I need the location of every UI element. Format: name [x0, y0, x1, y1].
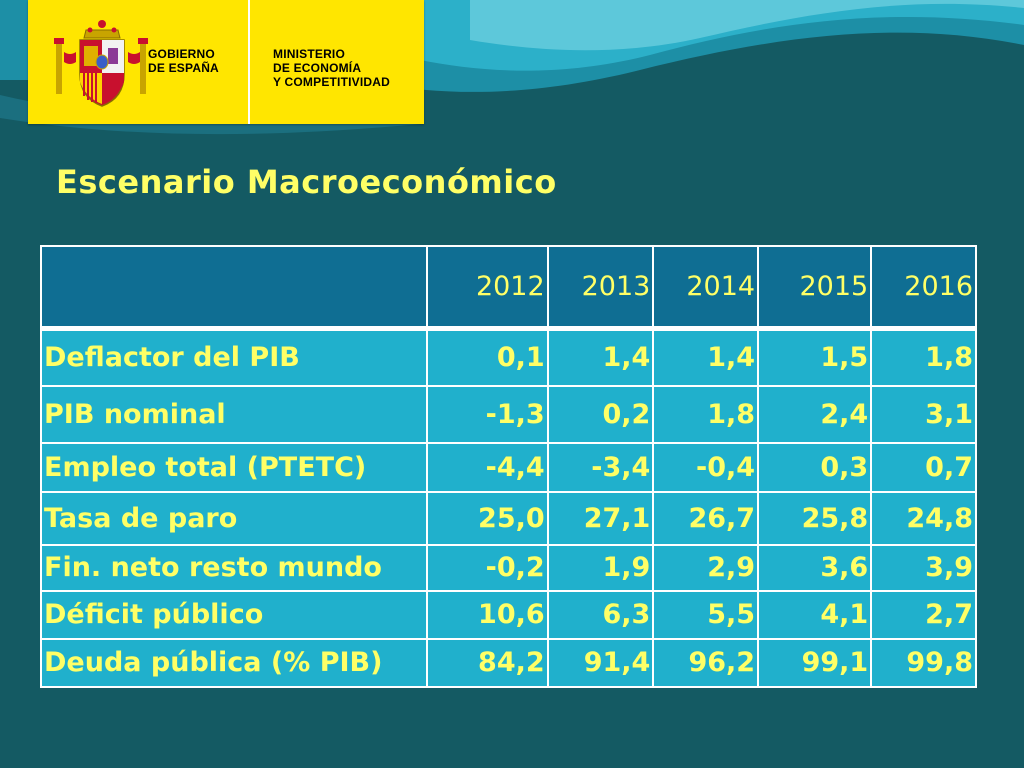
- value-cell: 96,2: [652, 637, 760, 688]
- value-cell: 0,3: [757, 441, 873, 493]
- slide-title: Escenario Macroeconómico: [56, 163, 557, 201]
- table-row: Tasa de paro 25,0 27,1 26,7 25,8 24,8: [39, 490, 977, 546]
- value-cell: 99,8: [870, 637, 977, 688]
- value-cell: 26,7: [652, 490, 760, 546]
- ministry-name: MINISTERIO DE ECONOMÍA Y COMPETITIVIDAD: [273, 47, 390, 89]
- value-cell: 1,8: [870, 327, 977, 387]
- value-cell: 10,6: [426, 589, 549, 640]
- value-cell: 6,3: [546, 589, 655, 640]
- row-label: Déficit público: [39, 589, 429, 640]
- value-cell: 1,4: [652, 327, 760, 387]
- value-cell: 2,7: [870, 589, 977, 640]
- spain-coat-of-arms-icon: [54, 20, 148, 107]
- row-label: Empleo total (PTETC): [39, 441, 429, 493]
- table-row: Empleo total (PTETC) -4,4 -3,4 -0,4 0,3 0,7: [39, 441, 977, 493]
- value-cell: 1,5: [757, 327, 873, 387]
- value-cell: -4,4: [426, 441, 549, 493]
- value-cell: 25,0: [426, 490, 549, 546]
- value-cell: -1,3: [426, 384, 549, 444]
- macroeconomic-table: 2012 2013 2014 2015 2016 Deflactor del P…: [39, 245, 977, 688]
- value-cell: 0,7: [870, 441, 977, 493]
- value-cell: 0,2: [546, 384, 655, 444]
- header-cell: 2016: [870, 245, 977, 330]
- government-logo: GOBIERNO DE ESPAÑA MINISTERIO DE ECONOMÍ…: [28, 0, 424, 124]
- value-cell: 3,6: [757, 543, 873, 592]
- header-cell: 2013: [546, 245, 655, 330]
- value-cell: -0,4: [652, 441, 760, 493]
- value-cell: 1,4: [546, 327, 655, 387]
- value-cell: 84,2: [426, 637, 549, 688]
- value-cell: -3,4: [546, 441, 655, 493]
- row-label: Tasa de paro: [39, 490, 429, 546]
- value-cell: 27,1: [546, 490, 655, 546]
- table-row: Deflactor del PIB 0,1 1,4 1,4 1,5 1,8: [39, 327, 977, 387]
- header-cell: [39, 245, 429, 330]
- value-cell: -0,2: [426, 543, 549, 592]
- value-cell: 0,1: [426, 327, 549, 387]
- value-cell: 24,8: [870, 490, 977, 546]
- value-cell: 1,8: [652, 384, 760, 444]
- logo-divider: [248, 0, 250, 124]
- value-cell: 2,4: [757, 384, 873, 444]
- value-cell: 25,8: [757, 490, 873, 546]
- value-cell: 2,9: [652, 543, 760, 592]
- government-name: GOBIERNO DE ESPAÑA: [148, 47, 219, 75]
- table-header-row: 2012 2013 2014 2015 2016: [39, 245, 977, 330]
- header-cell: 2012: [426, 245, 549, 330]
- header-cell: 2014: [652, 245, 760, 330]
- table-row: Déficit público 10,6 6,3 5,5 4,1 2,7: [39, 589, 977, 640]
- value-cell: 3,1: [870, 384, 977, 444]
- row-label: Deflactor del PIB: [39, 327, 429, 387]
- value-cell: 5,5: [652, 589, 760, 640]
- table-body: Deflactor del PIB 0,1 1,4 1,4 1,5 1,8 PIB nomi…: [39, 327, 977, 688]
- row-label: PIB nominal: [39, 384, 429, 444]
- header-cell: 2015: [757, 245, 873, 330]
- value-cell: 99,1: [757, 637, 873, 688]
- value-cell: 1,9: [546, 543, 655, 592]
- value-cell: 3,9: [870, 543, 977, 592]
- table-row: Deuda pública (% PIB) 84,2 91,4 96,2 99,1 99,…: [39, 637, 977, 688]
- value-cell: 91,4: [546, 637, 655, 688]
- table-row: PIB nominal -1,3 0,2 1,8 2,4 3,1: [39, 384, 977, 444]
- row-label: Deuda pública (% PIB): [39, 637, 429, 688]
- row-label: Fin. neto resto mundo: [39, 543, 429, 592]
- value-cell: 4,1: [757, 589, 873, 640]
- table-row: Fin. neto resto mundo -0,2 1,9 2,9 3,6 3,9: [39, 543, 977, 592]
